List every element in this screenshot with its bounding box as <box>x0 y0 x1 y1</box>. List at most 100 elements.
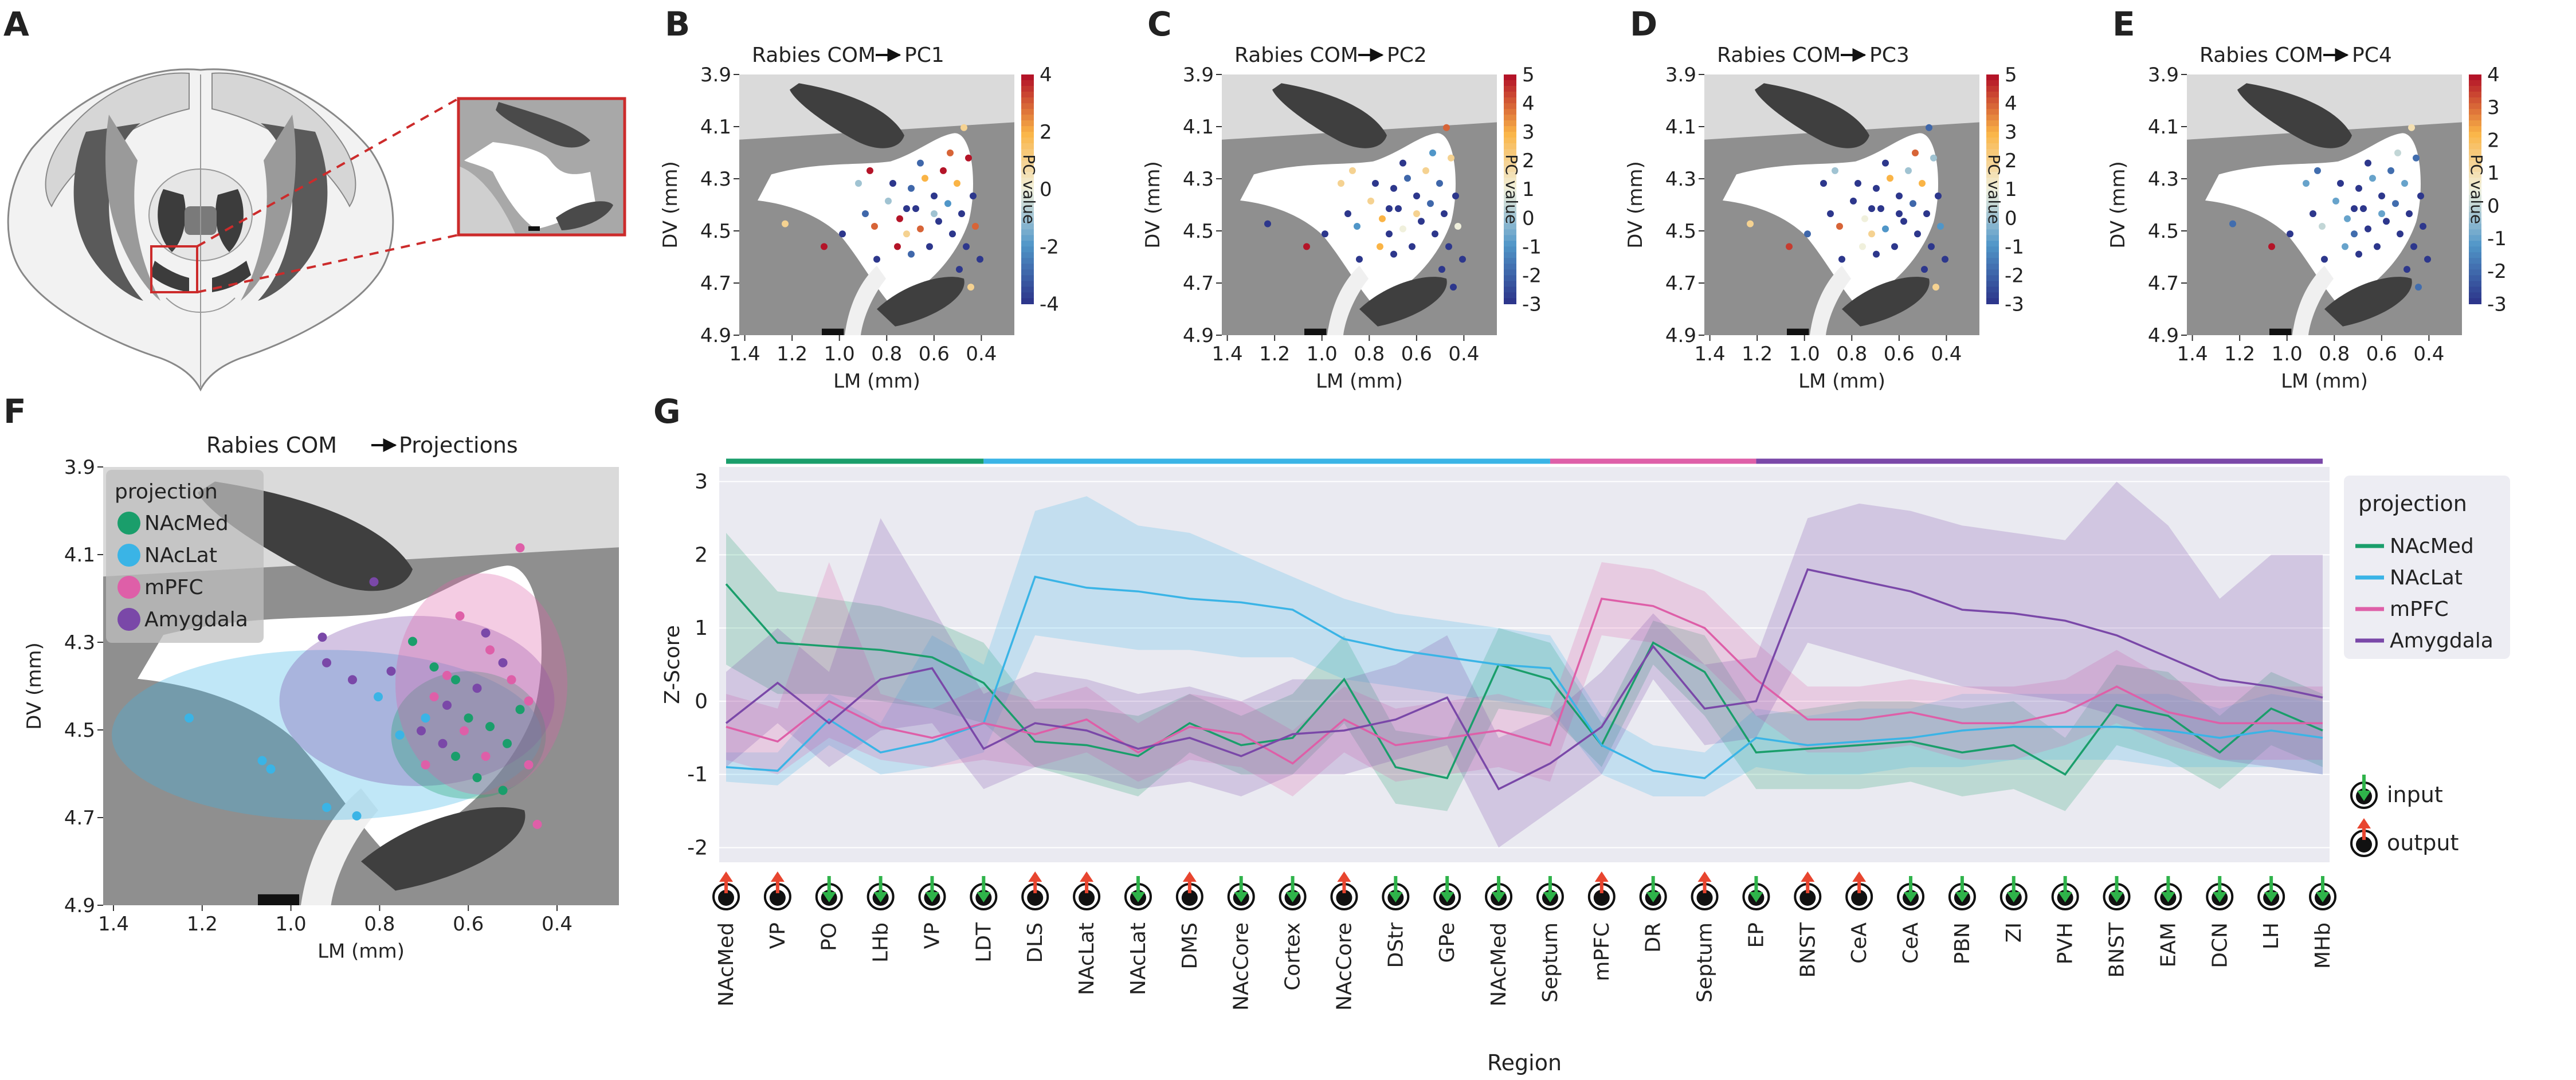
input-arrowhead <box>873 892 888 902</box>
colorbar-segment <box>1504 86 1516 92</box>
point-amygdala <box>386 666 396 676</box>
colorbar-segment <box>1986 235 1999 241</box>
colorbar-segment <box>1021 235 1034 241</box>
pc-d-ylabel: DV (mm) <box>1624 161 1647 248</box>
pc-e-ytick-label: 4.1 <box>2148 116 2179 139</box>
pc-point <box>2374 243 2381 250</box>
pc-point <box>1386 205 1393 213</box>
pc-point <box>873 256 880 263</box>
colorbar-segment <box>1021 132 1034 138</box>
io-dot <box>1079 890 1095 906</box>
colorbar-segment <box>1986 183 1999 190</box>
pc-point <box>2394 149 2401 156</box>
pc-point <box>1868 230 1875 238</box>
pc-point <box>1932 284 1939 291</box>
colorbar-segment <box>1504 97 1516 104</box>
pc-b-ytick-label: 4.5 <box>700 220 731 243</box>
pc-d-ytick-label: 4.7 <box>1665 272 1696 295</box>
colorbar-segment <box>1504 264 1516 270</box>
colorbar-segment <box>1504 149 1516 155</box>
panel-g: G 3 2 1 0 -1 -2 Z-Score NAcMed VP PO LHb VP LDT DLS NA… <box>653 392 2510 1075</box>
pc-point <box>958 210 965 217</box>
pc-point <box>1452 193 1459 199</box>
pc-point <box>1921 266 1928 273</box>
output-arrowhead <box>1182 871 1197 882</box>
pc-c-ylabel: DV (mm) <box>1142 161 1165 248</box>
pc-point <box>2397 230 2404 238</box>
colorbar-segment <box>1504 92 1516 98</box>
colorbar-segment <box>1986 166 1999 172</box>
pc-point <box>1910 200 1916 207</box>
colorbar-segment <box>1021 172 1034 178</box>
pc-point <box>2342 243 2348 250</box>
pc-b-xtick-label: 1.0 <box>824 343 855 366</box>
legend-title: projection <box>115 480 218 504</box>
pc-b-scale-bar <box>822 328 844 335</box>
panel-e: E Rabies COM PC4 1.4 1.2 1.0 0.8 0.6 0.4 3.9 4.1 4.… <box>2107 5 2507 393</box>
colorbar-segment <box>1504 74 1516 81</box>
panel-f-title: Rabies COM Projections <box>206 433 518 458</box>
pc-point <box>1935 193 1942 199</box>
io-legend-arrowhead <box>2357 791 2371 801</box>
panel-a: A <box>3 5 626 392</box>
pc-point <box>1338 180 1344 187</box>
pc-d-ytick-label: 4.5 <box>1665 220 1696 243</box>
pc-e-ylabel: DV (mm) <box>2107 161 2130 248</box>
input-arrowhead <box>1131 892 1145 902</box>
colorbar-segment <box>1021 258 1034 264</box>
pc-e-xtick-label: 0.8 <box>2319 343 2350 366</box>
pc-c-tract <box>1359 277 1447 327</box>
category-label: MHb <box>2311 922 2335 969</box>
colorbar-segment <box>1986 298 1999 304</box>
colorbar-segment <box>1504 103 1516 109</box>
colorbar-segment <box>1021 218 1034 224</box>
colorbar-segment <box>1986 149 1999 155</box>
input-arrowhead <box>977 892 991 902</box>
pc-point <box>2378 210 2385 217</box>
colorbar-tick-label: 1 <box>2487 162 2500 185</box>
pc-point <box>908 184 915 192</box>
colorbar-segment <box>1986 281 1999 287</box>
colorbar-segment <box>1986 189 1999 195</box>
colorbar-tick-label: 1 <box>1522 178 1535 201</box>
pc-point <box>931 193 938 199</box>
point-nacmed <box>485 722 495 732</box>
pc-point <box>1868 205 1875 213</box>
io-dot <box>1336 890 1352 906</box>
pc-d-ytick-label: 4.1 <box>1665 116 1696 139</box>
colorbar-tick-label: 0 <box>1522 207 1535 230</box>
colorbar-segment <box>2469 143 2481 150</box>
colorbar-segment <box>1021 178 1034 184</box>
pc-point <box>1429 149 1436 156</box>
colorbar-tick-label: 4 <box>1522 92 1535 115</box>
colorbar-label: PC value <box>1502 154 1521 224</box>
colorbar-segment <box>1986 74 1999 81</box>
pc-title-target: PC1 <box>904 44 944 67</box>
colorbar-segment <box>2469 281 2481 287</box>
input-arrowhead <box>2213 892 2227 902</box>
category-label: Cortex <box>1281 922 1305 991</box>
colorbar-segment <box>1021 189 1034 195</box>
colorbar-segment <box>1504 120 1516 127</box>
pc-d-scale-bar <box>1787 328 1809 335</box>
point-mpfc <box>442 670 452 680</box>
pc-point <box>1838 256 1845 263</box>
colorbar-tick-label: 0 <box>2005 207 2017 230</box>
pc-point <box>1850 197 1857 205</box>
colorbar-segment <box>1986 80 1999 87</box>
pc-e-ytick-label: 4.5 <box>2148 220 2179 243</box>
colorbar-segment <box>1504 115 1516 121</box>
pc-e-scale-bar <box>2269 328 2292 335</box>
point-mpfc <box>481 752 491 761</box>
colorbar-segment <box>1986 246 1999 253</box>
pc-point <box>1877 205 1884 213</box>
pc-b-xtick-label: 0.8 <box>871 343 902 366</box>
pc-d-ytick-label: 3.9 <box>1665 64 1696 87</box>
panel-b: B Rabies COM PC1 1.4 1.2 1.0 0.8 0.6 0.4 3.9 4.1 4.… <box>659 5 1059 393</box>
point-nacmed <box>429 662 439 672</box>
legend-label-amygdala: Amygdala <box>144 608 248 631</box>
category-label: DCN <box>2208 922 2232 968</box>
category-label: DMS <box>1178 922 1202 969</box>
pc-point <box>1914 230 1921 238</box>
